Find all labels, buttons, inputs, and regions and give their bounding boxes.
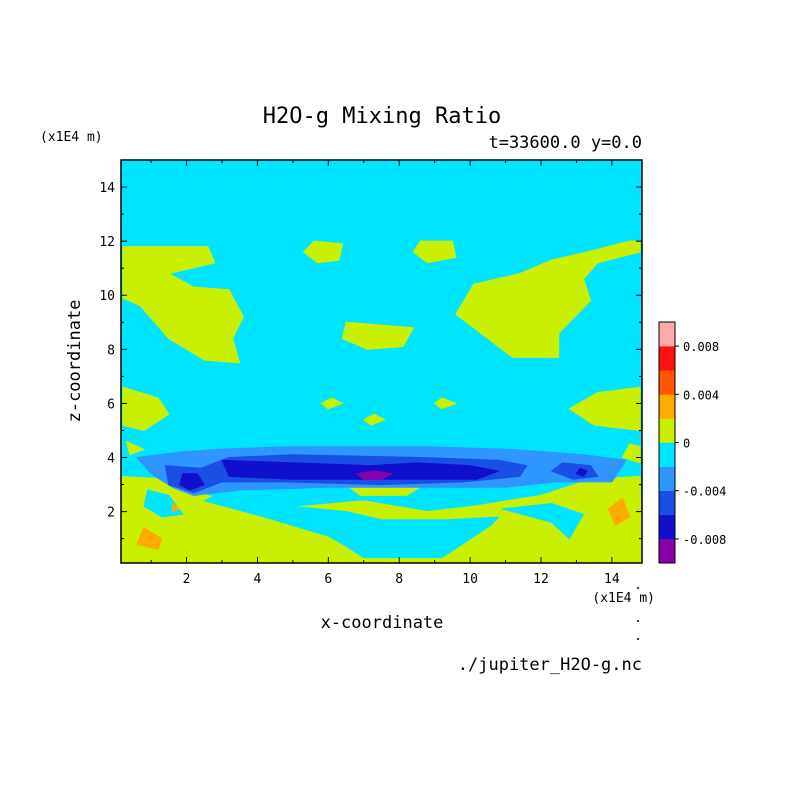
neg-band-region: [575, 467, 588, 477]
x-tick-label: 6: [324, 572, 332, 587]
lower-band-region: [125, 440, 145, 456]
upper-band-region: [568, 386, 641, 431]
upper-band-region: [122, 246, 244, 364]
y-axis-ticks: 2 4 6 8 10 12 14: [99, 159, 642, 540]
x-units-label: (x1E4 m): [592, 591, 655, 606]
color-legend: -0.008 -0.004 0 0.004 0.008: [658, 321, 726, 564]
y-tick-label: 10: [99, 289, 115, 304]
upper-band-region: [303, 240, 343, 264]
x-axis-label: x-coordinate: [321, 613, 444, 633]
warm-patch-region: [607, 497, 631, 526]
x-tick-label: 8: [395, 572, 403, 587]
legend-tick-label: 0.008: [683, 340, 719, 354]
plot-area: 2 4 6 8 10 12 14 2 4 6 8 10 12 14: [99, 159, 643, 587]
neg-band-region: [551, 462, 599, 480]
y-axis-label: z-coordinate: [65, 300, 85, 423]
legend-color-cell: [659, 442, 675, 467]
warm-patch-region: [171, 503, 180, 513]
legend-tick-label: -0.004: [683, 485, 726, 499]
legend-tick-labels: -0.008 -0.004 0 0.004 0.008: [675, 340, 726, 547]
y-tick-label: 2: [107, 506, 115, 521]
plot-frame: [120, 159, 643, 564]
legend-color-cell: [659, 322, 675, 347]
x-tick-label: 4: [254, 572, 262, 587]
neg-band-region: [179, 473, 205, 491]
legend-color-cell: [659, 514, 675, 540]
upper-band-region: [342, 321, 414, 350]
warm-patch-region: [136, 527, 163, 550]
y-tick-label: 4: [107, 452, 115, 467]
legend-color-cell: [659, 394, 675, 419]
lower-band-region: [622, 443, 641, 464]
y-tick-label: 6: [107, 397, 115, 412]
lower-hole-region: [203, 494, 499, 559]
legend-color-cell: [659, 370, 675, 395]
legend-tick-label: -0.008: [683, 533, 726, 547]
upper-band-region: [320, 397, 343, 410]
neg-core-region: [356, 470, 393, 480]
x-axis-ticks: 2 4 6 8 10 12 14: [150, 160, 620, 587]
legend-color-cell: [659, 418, 675, 443]
y-units-label: (x1E4 m): [40, 130, 103, 145]
legend-color-cell: [659, 346, 675, 371]
upper-band-region: [455, 240, 641, 358]
legend-color-cell: [659, 538, 675, 564]
upper-band-region: [412, 240, 457, 264]
legend-color-cell: [659, 466, 675, 491]
x-tick-label: 10: [462, 572, 478, 587]
upper-band-region: [122, 386, 170, 431]
mark-dot: [637, 587, 639, 589]
x-tick-label: 2: [183, 572, 191, 587]
legend-color-cell: [659, 490, 675, 516]
upper-band-region: [363, 413, 386, 426]
y-tick-label: 12: [99, 235, 115, 250]
mark-dot: [637, 638, 639, 640]
mark-dot: [637, 620, 639, 622]
legend-tick-label: 0.004: [683, 388, 719, 402]
neg-band-region: [221, 459, 499, 480]
y-tick-label: 14: [99, 181, 115, 196]
x-tick-label: 14: [604, 572, 620, 587]
legend-colorbar: [659, 322, 675, 564]
y-tick-label: 8: [107, 343, 115, 358]
chart-title: H2O-g Mixing Ratio: [263, 104, 501, 129]
upper-band-region: [434, 397, 457, 410]
corner-marks: [637, 587, 639, 640]
lower-hole-region: [501, 503, 584, 540]
chart-subtitle: t=33600.0 y=0.0: [488, 133, 642, 153]
x-tick-label: 12: [533, 572, 549, 587]
source-file-label: ./jupiter_H2O-g.nc: [458, 655, 642, 675]
contour-regions: [121, 240, 642, 563]
legend-tick-label: 0: [683, 437, 690, 451]
